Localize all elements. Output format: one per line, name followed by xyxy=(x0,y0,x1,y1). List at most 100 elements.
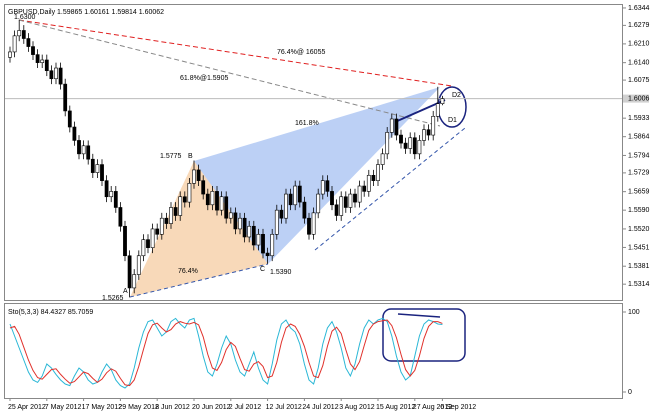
candle-body xyxy=(274,209,279,235)
annotation: B xyxy=(188,153,193,160)
candle-body xyxy=(371,174,376,181)
candle-body xyxy=(100,164,104,181)
candle-body xyxy=(132,274,137,289)
candle-body xyxy=(169,207,173,224)
candle-body xyxy=(35,54,40,63)
candle-body xyxy=(224,196,229,219)
candle-body xyxy=(104,180,109,198)
candle-body xyxy=(54,67,58,80)
candle-body xyxy=(380,153,385,165)
candle-body xyxy=(357,185,362,203)
candle-body xyxy=(182,196,187,203)
candle-body xyxy=(261,233,265,254)
candle-body xyxy=(67,110,72,128)
x-tick-label: 3 Aug 2012 xyxy=(339,404,375,411)
x-tick-label: 12 Jul 2012 xyxy=(266,404,302,411)
y-tick-label: 1.5381 xyxy=(628,263,650,270)
x-tick-label: 25 Apr 2012 xyxy=(8,404,46,411)
osc-line xyxy=(397,313,441,318)
x-tick-label: 20 Jun 2012 xyxy=(192,404,231,411)
candle-body xyxy=(86,145,91,160)
candle-body xyxy=(233,212,238,230)
osc-line xyxy=(9,319,443,387)
x-tick-label: 27 Aug 2012 xyxy=(413,404,452,411)
y-tick-label: 1.5864 xyxy=(628,134,650,141)
candle-body xyxy=(279,209,284,219)
candle-body xyxy=(17,30,22,37)
y-tick-label: 1.5451 xyxy=(628,244,650,251)
candle-body xyxy=(265,252,270,257)
candle-body xyxy=(385,132,390,155)
candle-body xyxy=(316,193,321,214)
y-tick-label: 100 xyxy=(628,309,640,316)
annotation: D1 xyxy=(448,117,457,124)
bcd-triangle xyxy=(194,87,440,264)
candle-body xyxy=(228,212,233,219)
fib-764-line xyxy=(18,19,453,87)
y-tick-label: 1.6140 xyxy=(628,60,650,67)
annotation: 1.5775 xyxy=(160,153,182,160)
candle-body xyxy=(187,183,192,203)
y-tick-label: 1.5520 xyxy=(628,226,650,233)
candle-body xyxy=(325,180,330,192)
candle-body xyxy=(77,140,81,155)
abc-triangle xyxy=(130,161,268,297)
candle-body xyxy=(302,201,307,219)
candle-body xyxy=(196,169,201,181)
candle-body xyxy=(343,196,348,208)
candle-body xyxy=(155,228,160,235)
candle-body xyxy=(12,35,17,53)
main-panel-frame xyxy=(4,4,623,301)
fib-618-line xyxy=(18,19,441,127)
y-tick-label: 1.6279 xyxy=(628,22,650,29)
current-price-label: 1.6006 xyxy=(628,95,650,102)
candle-body xyxy=(127,255,132,289)
current-price-tag xyxy=(623,94,649,103)
ac-line xyxy=(129,263,269,298)
osc-panel-frame xyxy=(4,303,623,399)
candle-body xyxy=(362,185,367,192)
candle-body xyxy=(311,212,316,235)
candle-body xyxy=(288,193,293,206)
candle-body xyxy=(72,126,77,141)
candle-body xyxy=(95,164,100,173)
candle-body xyxy=(141,239,146,257)
candle-body xyxy=(440,98,445,104)
chart-title: GBPUSD,Daily 1.59865 1.60161 1.59814 1.6… xyxy=(8,9,164,16)
candle-body xyxy=(58,67,63,85)
candle-body xyxy=(353,193,357,203)
y-tick-label: 1.5314 xyxy=(628,281,650,288)
y-tick-label: 1.5794 xyxy=(628,152,650,159)
y-tick-label: 1.6344 xyxy=(628,5,650,12)
candle-body xyxy=(8,51,12,58)
candle-body xyxy=(256,233,261,246)
candle-body xyxy=(330,191,334,206)
candle-body xyxy=(21,30,26,39)
candle-body xyxy=(210,191,215,206)
candle-body xyxy=(297,185,302,203)
candle-body xyxy=(215,191,219,211)
annotation: A xyxy=(123,288,128,295)
candle-body xyxy=(293,185,298,206)
candle-body xyxy=(201,180,206,195)
y-tick-label: 0 xyxy=(628,389,632,396)
candle-body xyxy=(403,142,408,149)
candle-body xyxy=(146,239,150,249)
x-tick-label: 17 May 2012 xyxy=(82,404,123,411)
candle-body xyxy=(90,158,95,173)
annotation: 1.6300 xyxy=(14,14,36,21)
osc-box xyxy=(382,308,466,362)
candle-body xyxy=(389,118,394,133)
candle-body xyxy=(81,145,86,155)
x-tick-label: 7 May 2012 xyxy=(45,404,82,411)
candle-body xyxy=(408,137,413,149)
candle-body xyxy=(394,118,399,136)
candle-body xyxy=(136,255,141,275)
channel-line xyxy=(314,127,466,251)
x-tick-label: 24 Jul 2012 xyxy=(302,404,338,411)
annotation: 1.5265 xyxy=(102,295,124,302)
candle-body xyxy=(376,164,380,181)
candle-body xyxy=(26,38,31,47)
candle-body xyxy=(173,207,178,216)
